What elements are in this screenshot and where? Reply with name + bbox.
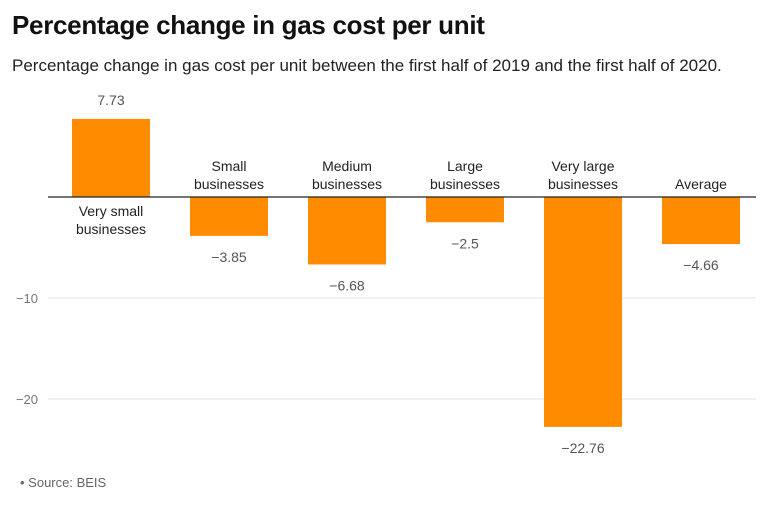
category-label: Small businesses [194, 158, 264, 192]
data-label: −4.66 [683, 257, 719, 273]
data-label: 7.73 [97, 92, 124, 108]
category-label: Very small businesses [76, 203, 146, 237]
bar [544, 197, 622, 427]
category-label: Very large businesses [548, 158, 618, 192]
y-tick-label: −20 [16, 392, 38, 407]
bar [190, 197, 268, 236]
bar [72, 118, 150, 197]
source-bullet: • [20, 475, 29, 490]
data-label: −6.68 [329, 277, 365, 293]
source-note: • Source: BEIS [20, 475, 106, 490]
category-label: Large businesses [430, 158, 500, 192]
source-text: Source: BEIS [28, 475, 107, 490]
category-label: Average [675, 176, 727, 192]
category-label: Medium businesses [312, 158, 382, 192]
bar [308, 197, 386, 265]
bar [426, 197, 504, 223]
bar [662, 197, 740, 245]
chart-subtitle: Percentage change in gas cost per unit b… [12, 56, 722, 75]
y-tick-label: −10 [16, 291, 38, 306]
data-label: −3.85 [211, 249, 247, 265]
data-label: −2.5 [451, 235, 479, 251]
data-label: −22.76 [561, 440, 604, 456]
chart-title: Percentage change in gas cost per unit [12, 10, 485, 40]
